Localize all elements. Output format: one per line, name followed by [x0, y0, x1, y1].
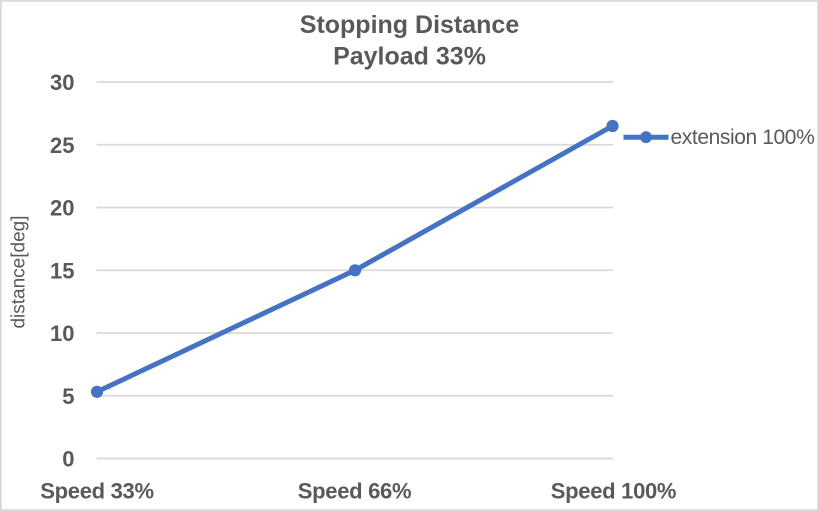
svg-text:Speed 100%: Speed 100%: [551, 478, 676, 503]
svg-text:distance[deg]: distance[deg]: [9, 215, 30, 328]
svg-text:Speed 33%: Speed 33%: [40, 478, 153, 503]
svg-text:5: 5: [62, 384, 74, 409]
svg-text:Speed 66%: Speed 66%: [298, 478, 411, 503]
svg-text:Payload 33%: Payload 33%: [333, 43, 486, 71]
svg-text:20: 20: [50, 196, 74, 221]
svg-text:0: 0: [62, 447, 74, 472]
svg-text:15: 15: [50, 258, 74, 283]
svg-text:10: 10: [50, 321, 74, 346]
svg-text:extension 100%: extension 100%: [671, 126, 815, 149]
svg-text:Stopping Distance: Stopping Distance: [300, 11, 520, 39]
svg-text:30: 30: [50, 70, 74, 95]
svg-text:25: 25: [50, 133, 74, 158]
